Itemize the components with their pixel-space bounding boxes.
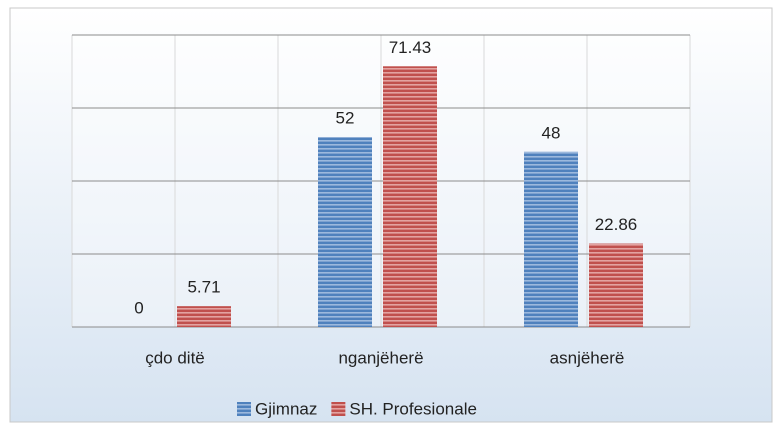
data-label: 5.71 (187, 278, 220, 297)
data-label: 22.86 (595, 215, 638, 234)
x-tick-label: çdo ditë (145, 348, 205, 367)
data-label: 52 (336, 109, 355, 128)
legend-swatch (331, 402, 346, 416)
data-label: 48 (542, 123, 561, 142)
legend-swatch (237, 402, 251, 416)
x-tick-label: asnjëherë (550, 348, 625, 367)
bar (589, 243, 643, 327)
x-tick-label: nganjëherë (338, 348, 423, 367)
legend-label: SH. Profesionale (349, 399, 477, 418)
legend-label: Gjimnaz (255, 399, 317, 418)
bar (524, 151, 578, 327)
data-label: 0 (134, 298, 143, 317)
bar (177, 306, 231, 327)
data-label: 71.43 (389, 38, 432, 57)
bar (318, 137, 372, 327)
bar (383, 66, 437, 327)
